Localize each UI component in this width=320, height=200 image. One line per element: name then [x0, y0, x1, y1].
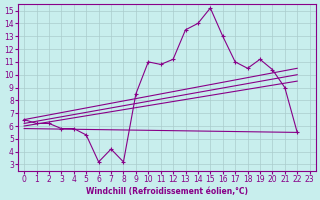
X-axis label: Windchill (Refroidissement éolien,°C): Windchill (Refroidissement éolien,°C) — [86, 187, 248, 196]
